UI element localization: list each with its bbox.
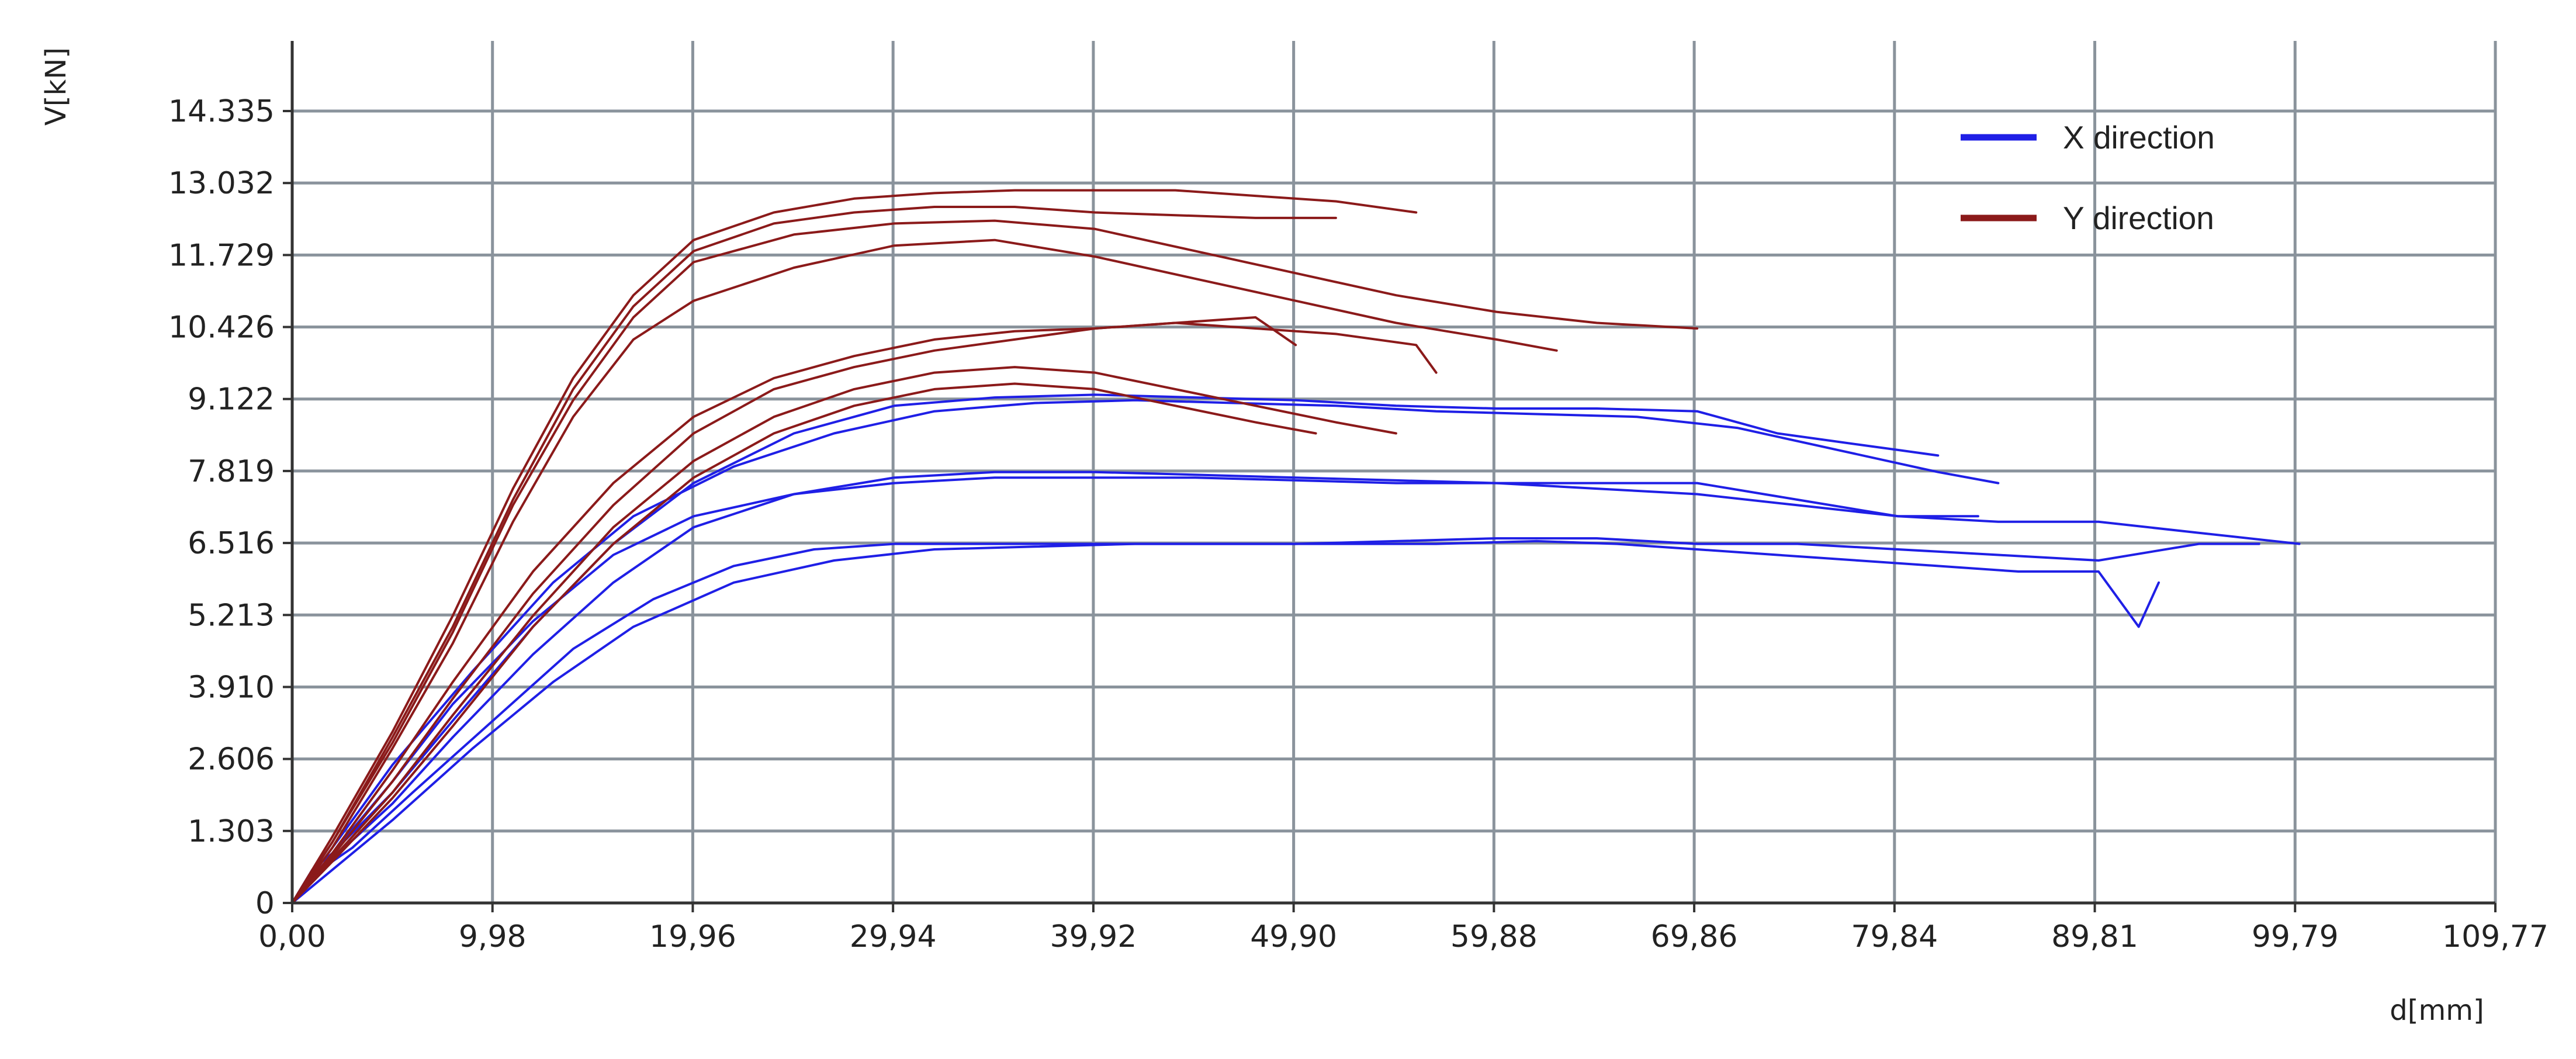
x-tick-label: 49,90 xyxy=(1250,919,1337,954)
y-direction-curve xyxy=(291,316,1297,904)
x-tick-label: 109,77 xyxy=(2442,919,2549,954)
x-direction-curve xyxy=(291,470,1979,904)
y-tick-label: 7.819 xyxy=(188,454,275,489)
y-direction-curve xyxy=(291,219,1699,904)
x-tick-label: 9,98 xyxy=(459,919,527,954)
x-tick-label: 29,94 xyxy=(850,919,937,954)
y-tick-label: 11.729 xyxy=(168,238,275,273)
y-direction-curve xyxy=(291,189,1418,904)
x-tick-label: 19,96 xyxy=(649,919,736,954)
x-tick-label: 79,84 xyxy=(1851,919,1938,954)
axes-layer xyxy=(283,41,2497,912)
y-tick-label: 3.910 xyxy=(188,670,275,705)
y-direction-curve xyxy=(291,366,1397,904)
x-tick-label: 59,88 xyxy=(1450,919,1538,954)
y-direction-curve xyxy=(291,206,1337,904)
x-tick-label: 69,86 xyxy=(1651,919,1738,954)
x-tick-label: 89,81 xyxy=(2051,919,2138,954)
y-tick-label: 9.122 xyxy=(188,382,275,417)
y-tick-label: 10.426 xyxy=(168,310,275,345)
legend-label-y-direction: Y direction xyxy=(2063,200,2214,236)
x-axis-label: d[mm] xyxy=(2390,994,2484,1027)
x-tick-label: 0,00 xyxy=(258,919,326,954)
x-tick-label: 99,79 xyxy=(2252,919,2339,954)
y-tick-label: 0 xyxy=(255,886,275,921)
ticks-layer: 0,00 9,98 19,96 29,94 39,92 49,90 59,88 69,86 79… xyxy=(168,94,2549,954)
y-tick-label: 5.213 xyxy=(188,598,275,633)
y-direction-curve xyxy=(291,382,1317,904)
y-tick-label: 2.606 xyxy=(188,742,275,777)
legend-label-x-direction: X direction xyxy=(2063,119,2215,155)
y-direction-curve xyxy=(291,321,1438,904)
y-direction-curve xyxy=(291,238,1558,904)
y-tick-label: 1.303 xyxy=(188,814,275,849)
grid-layer xyxy=(292,41,2497,903)
x-tick-label: 39,92 xyxy=(1050,919,1137,954)
y-tick-label: 13.032 xyxy=(168,166,275,201)
series-layer xyxy=(291,189,2301,904)
y-axis-label: V[kN] xyxy=(40,47,72,126)
x-direction-curve xyxy=(291,539,2160,904)
legend: X direction Y direction xyxy=(1961,119,2215,236)
x-direction-curve xyxy=(291,393,1940,904)
y-tick-label: 6.516 xyxy=(188,526,275,561)
y-tick-label: 14.335 xyxy=(168,94,275,129)
